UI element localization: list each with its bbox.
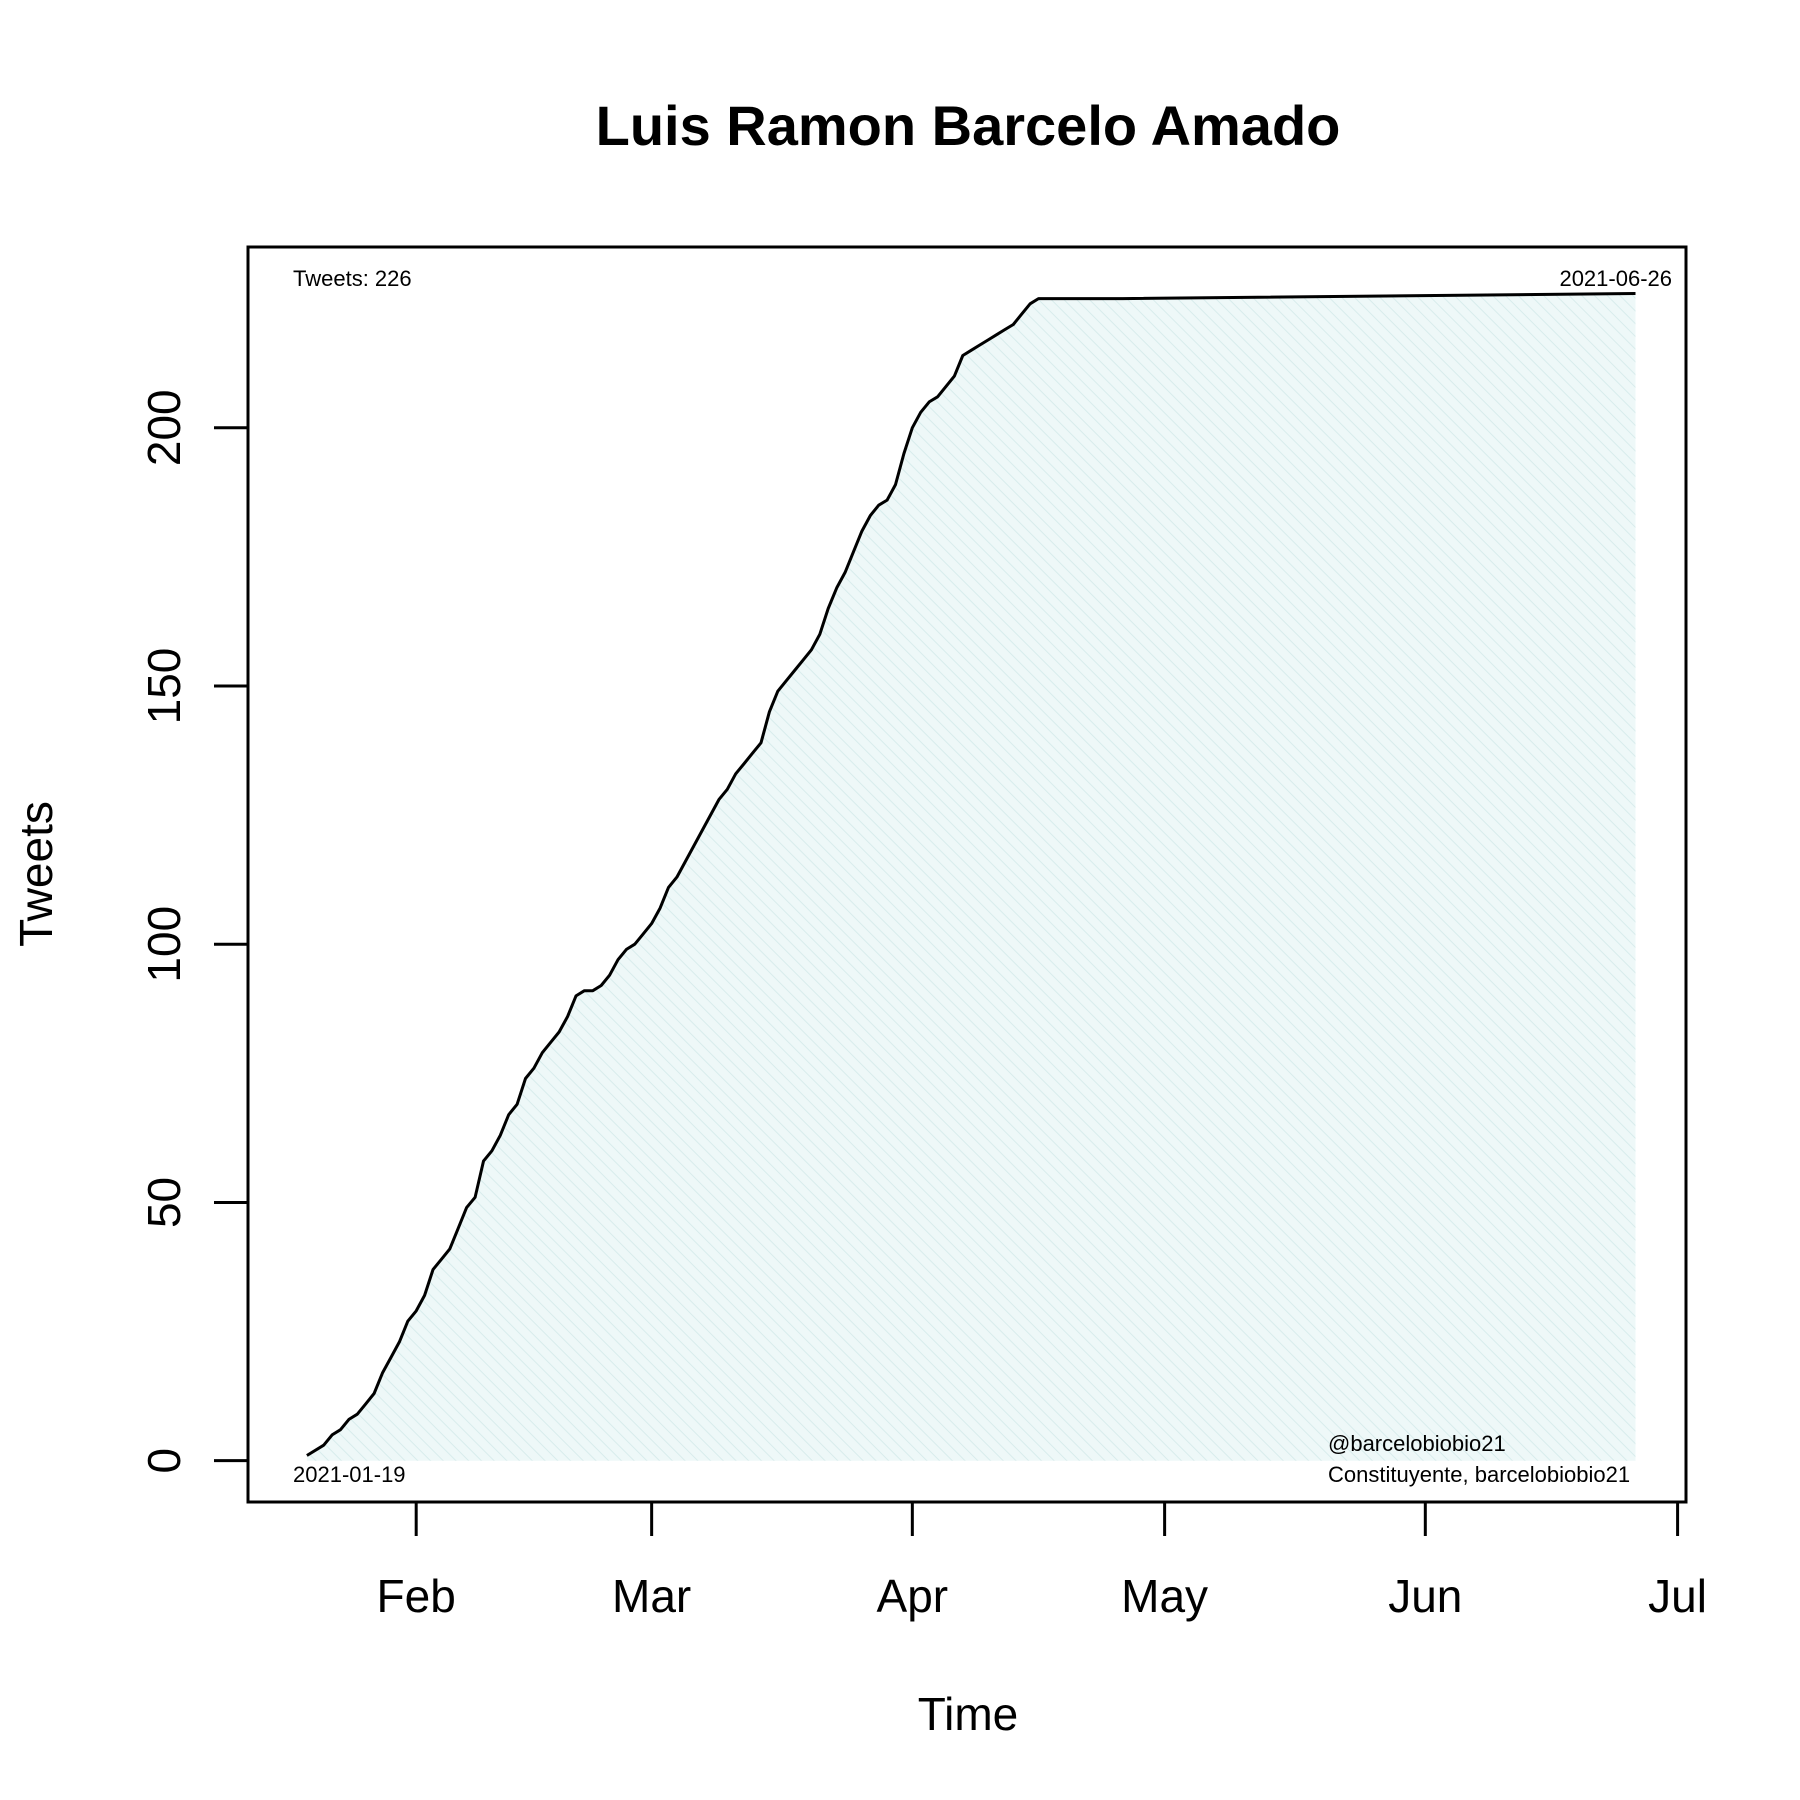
x-tick-label: Jul (1648, 1570, 1707, 1622)
y-axis-title: Tweets (10, 801, 62, 947)
x-tick-label: May (1121, 1570, 1208, 1622)
x-tick-label: Jun (1388, 1570, 1462, 1622)
handle-annotation: @barcelobiobio21 (1328, 1431, 1506, 1456)
y-tick-label: 100 (138, 906, 190, 983)
y-axis: 0 50 100 150 200 (138, 389, 250, 1474)
description-annotation: Constituyente, barcelobiobio21 (1328, 1462, 1630, 1487)
chart-title: Luis Ramon Barcelo Amado (596, 94, 1341, 157)
y-tick-label: 50 (138, 1177, 190, 1228)
y-tick-label: 150 (138, 648, 190, 725)
x-axis-title: Time (918, 1688, 1019, 1740)
x-tick-label: Apr (877, 1570, 949, 1622)
x-tick-label: Feb (377, 1570, 456, 1622)
cumulative-tweets-line (306, 292, 1636, 1457)
x-axis: Feb Mar Apr May Jun Jul (377, 1500, 1707, 1622)
cumulative-area-fill (306, 293, 1636, 1461)
x-tick-label: Mar (612, 1570, 691, 1622)
y-tick-label: 200 (138, 389, 190, 466)
y-tick-label: 0 (138, 1448, 190, 1474)
end-date-annotation: 2021-06-26 (1559, 266, 1672, 291)
start-date-annotation: 2021-01-19 (293, 1462, 406, 1487)
tweet-count-annotation: Tweets: 226 (293, 266, 412, 291)
